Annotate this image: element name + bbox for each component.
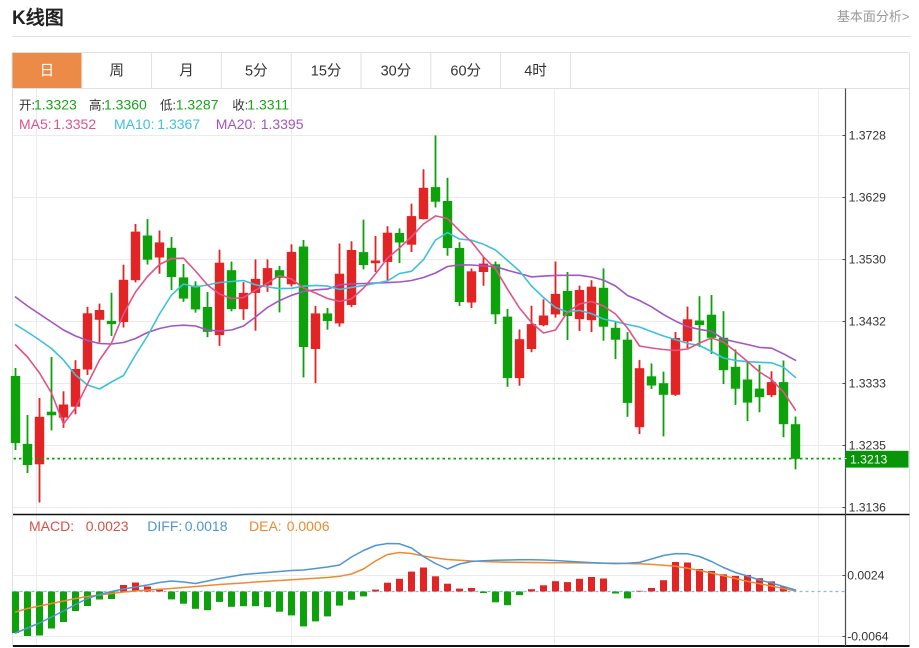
svg-text:1.3352: 1.3352	[53, 116, 96, 132]
svg-text:1.3432: 1.3432	[849, 314, 886, 328]
svg-text:月: 月	[179, 64, 194, 80]
svg-text:0.0018: 0.0018	[185, 518, 228, 534]
svg-text:1.3530: 1.3530	[849, 252, 886, 266]
svg-text:1.3367: 1.3367	[157, 116, 200, 132]
svg-text:K线图: K线图	[12, 6, 64, 29]
svg-text:基本面分析>: 基本面分析>	[837, 9, 910, 24]
svg-text:收:: 收:	[232, 99, 248, 113]
svg-text:1.3287: 1.3287	[176, 97, 219, 113]
svg-text:-0.0064: -0.0064	[847, 629, 889, 643]
svg-text:30分: 30分	[381, 63, 412, 80]
svg-text:低:: 低:	[160, 99, 176, 113]
svg-text:60分: 60分	[450, 63, 481, 80]
svg-text:0.0006: 0.0006	[287, 518, 330, 534]
svg-text:DEA:: DEA:	[249, 518, 282, 534]
svg-text:0.0024: 0.0024	[847, 568, 884, 582]
svg-text:1.3213: 1.3213	[850, 452, 887, 466]
svg-text:开:: 开:	[19, 99, 35, 113]
svg-text:1.3360: 1.3360	[104, 97, 147, 113]
svg-text:1.3235: 1.3235	[849, 438, 886, 452]
svg-text:1.3136: 1.3136	[849, 500, 886, 514]
svg-text:1.3728: 1.3728	[849, 128, 886, 142]
svg-text:1.3323: 1.3323	[34, 97, 77, 113]
svg-text:DIFF:: DIFF:	[147, 518, 182, 534]
svg-text:0.0023: 0.0023	[86, 518, 129, 534]
svg-text:1.3629: 1.3629	[849, 190, 886, 204]
svg-text:MA10:: MA10:	[114, 116, 154, 132]
svg-text:15分: 15分	[311, 63, 342, 80]
svg-text:MACD:: MACD:	[29, 518, 74, 534]
svg-text:日: 日	[40, 64, 55, 80]
svg-text:1.3311: 1.3311	[247, 97, 289, 113]
svg-text:MA20:: MA20:	[216, 116, 256, 132]
svg-text:5分: 5分	[245, 63, 268, 80]
svg-text:高:: 高:	[89, 98, 105, 113]
svg-text:MA5:: MA5:	[19, 116, 52, 132]
svg-text:4时: 4时	[524, 63, 547, 80]
svg-text:1.3395: 1.3395	[261, 116, 304, 132]
svg-text:1.3333: 1.3333	[849, 376, 886, 390]
svg-text:周: 周	[109, 64, 124, 80]
